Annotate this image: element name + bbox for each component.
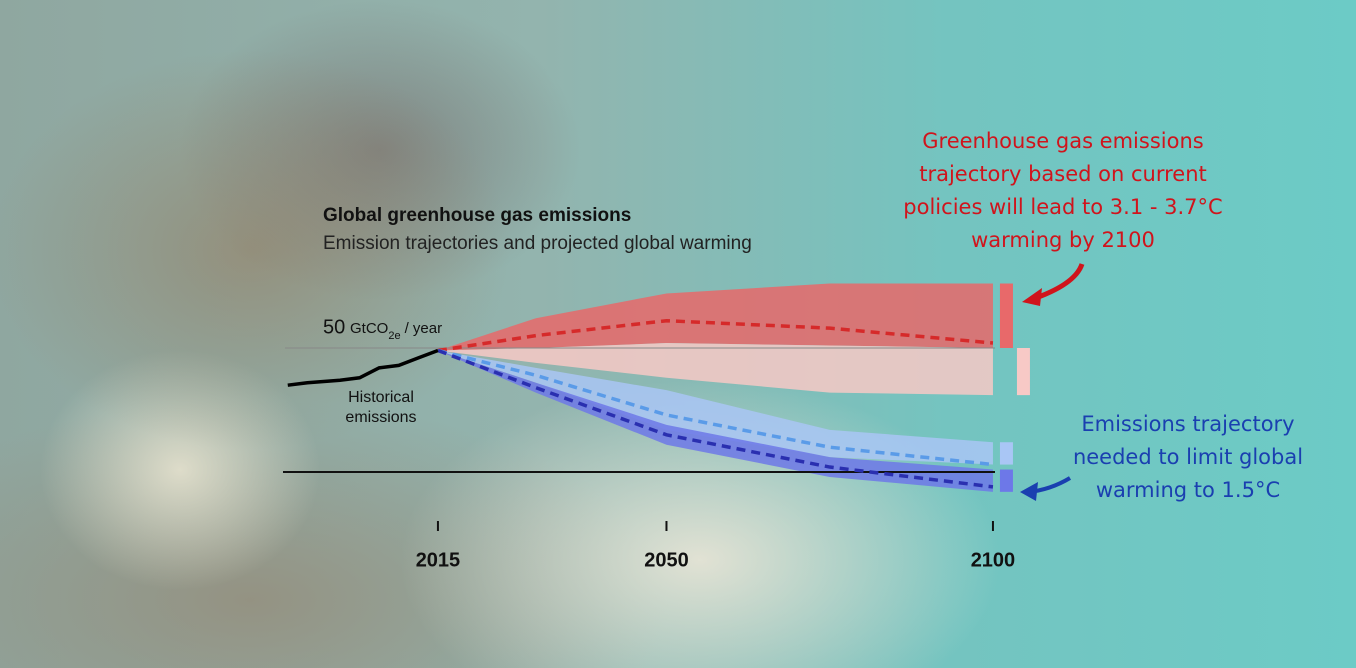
range-band (437, 283, 993, 351)
x-tick-label: 2050 (644, 549, 689, 571)
dashed-line (437, 318, 994, 353)
annotation: Emissions trajectory (1081, 412, 1294, 436)
range-band (437, 350, 993, 465)
arrow-head (1020, 482, 1038, 501)
annotation: needed to limit global (1073, 445, 1303, 469)
range-bar (999, 469, 1013, 492)
range-bar (1016, 348, 1030, 396)
y-tick-label: 50 (323, 316, 345, 338)
annotation: Historical (348, 389, 414, 406)
dashed-line (437, 348, 994, 467)
dashed-line (437, 348, 994, 489)
range-band (437, 343, 993, 396)
annotation: warming by 2100 (971, 228, 1155, 252)
unit-tail: / year (405, 320, 443, 337)
historical-line (287, 348, 439, 387)
chart-title: Global greenhouse gas emissions (323, 205, 631, 226)
unit-sub: 2e (388, 330, 400, 342)
annotation: policies will lead to 3.1 - 3.7°C (903, 195, 1222, 219)
range-band (437, 350, 993, 492)
chart-subtitle: Emission trajectories and projected glob… (323, 233, 752, 254)
arrow-head (1022, 288, 1042, 306)
range-bar (999, 442, 1013, 465)
unit: GtCO (350, 320, 388, 337)
range-bar (999, 283, 1013, 348)
x-tick-label: 2100 (971, 549, 1016, 571)
plot: 50 GtCO2e / year 2015 2050 2100 (283, 283, 1030, 571)
annotation: emissions (345, 409, 416, 426)
x-tick-label: 2015 (416, 549, 461, 571)
annotation: warming to 1.5°C (1096, 478, 1280, 502)
annotation: trajectory based on current (919, 162, 1207, 186)
y-unit: GtCO2e / year (350, 320, 442, 342)
annotation: Greenhouse gas emissions (922, 129, 1203, 153)
